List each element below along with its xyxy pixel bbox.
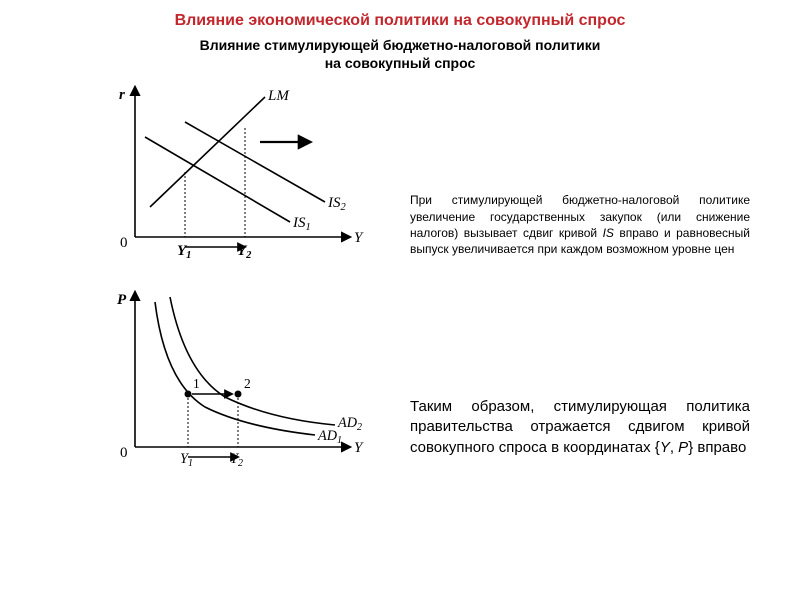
svg-text:Y: Y [354,230,364,246]
svg-text:1: 1 [193,376,200,391]
p2-p: P [678,439,688,456]
diagram-column: rY0LMIS1IS2Y1Y2 PY0AD1AD212Y1Y2 [110,82,390,492]
svg-text:Y2: Y2 [237,243,252,261]
svg-text:Y1: Y1 [177,243,191,261]
svg-text:0: 0 [120,445,128,461]
p2-text-post: } вправо [688,439,746,456]
svg-text:r: r [119,87,125,103]
text-column: При стимулирующей бюджетно-налоговой пол… [410,192,750,458]
subtitle-line1: Влияние стимулирующей бюджетно-налоговой… [200,37,601,53]
svg-text:AD2: AD2 [337,415,362,433]
svg-text:P: P [117,292,127,308]
p1-is: IS [603,226,614,240]
svg-text:0: 0 [120,235,128,251]
svg-text:Y: Y [354,440,364,456]
main-title: Влияние экономической политики на совоку… [0,0,800,30]
paragraph-2: Таким образом, стимулирующая политика пр… [410,397,750,458]
islm-chart: r Y 0 LM IS1 IS2 Y1 Y2 [110,82,390,282]
svg-text:IS1: IS1 [292,215,311,233]
content-area: rY0LMIS1IS2Y1Y2 PY0AD1AD212Y1Y2 При стим… [0,72,800,582]
svg-text:Y1: Y1 [180,451,193,469]
svg-text:IS2: IS2 [327,195,347,213]
subtitle: Влияние стимулирующей бюджетно-налоговой… [0,36,800,72]
p2-y: Y [660,439,670,456]
ad-chart: PY0AD1AD212Y1Y2 [110,287,390,487]
paragraph-1: При стимулирующей бюджетно-налоговой пол… [410,192,750,257]
svg-text:LM: LM [267,88,290,104]
p2-mid: , [670,439,678,456]
svg-text:2: 2 [244,376,251,391]
svg-text:Y2: Y2 [230,451,243,469]
subtitle-line2: на совокупный спрос [325,55,476,71]
